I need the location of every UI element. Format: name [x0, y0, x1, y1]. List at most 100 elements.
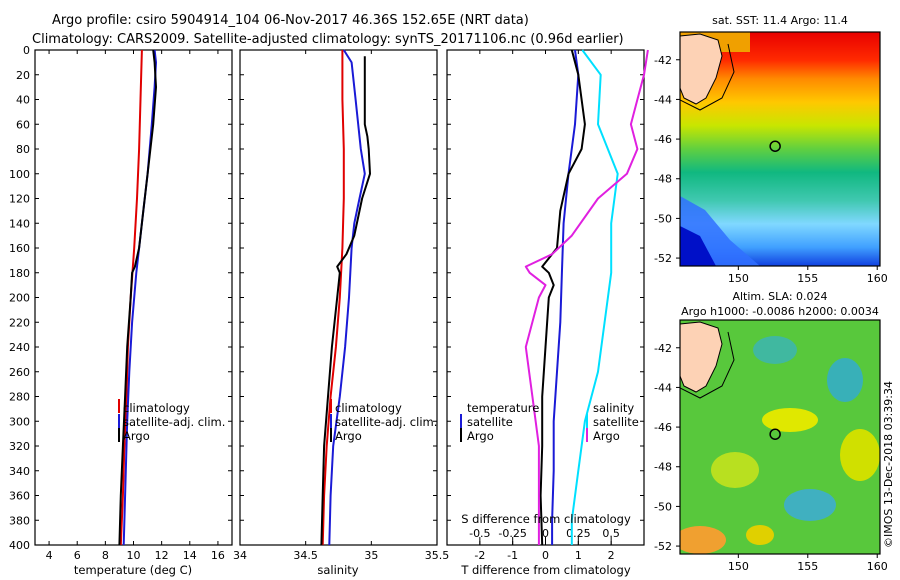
depth-tick-label: 340 — [9, 465, 30, 478]
series-line-s-argo — [524, 49, 649, 545]
legend-temperature-title: temperature — [467, 401, 539, 415]
figure-title-line1: Argo profile: csiro 5904914_104 06-Nov-2… — [52, 13, 529, 28]
depth-tick-label: 200 — [9, 292, 30, 305]
depth-tick-label: 220 — [9, 316, 30, 329]
x-tick-label: 6 — [74, 549, 81, 562]
sla-high-blob — [762, 408, 818, 432]
series-line-climatology — [321, 50, 345, 546]
x-tick-label: 4 — [46, 549, 53, 562]
legend-climatology-label: climatology — [335, 401, 402, 415]
lon-tick-label: 150 — [728, 272, 749, 285]
lon-tick-label: 155 — [797, 560, 818, 573]
sst-coldest-patch — [680, 226, 716, 266]
s-diff-tick-label: 0.25 — [566, 527, 591, 540]
x-tick-label: 1 — [575, 549, 582, 562]
sla-map-image — [680, 320, 880, 554]
x-tick-label: 35 — [364, 549, 378, 562]
lat-tick-label: -48 — [654, 461, 672, 474]
legend-s-argo-label: Argo — [593, 429, 620, 443]
sla-high-blob — [746, 525, 774, 545]
copyright-stamp: ©IMOS 13-Dec-2018 03:39:34 — [882, 381, 895, 548]
legend-t-argo-label: Argo — [467, 429, 494, 443]
s-diff-tick-label: -0.5 — [469, 527, 490, 540]
legend-s-satellite-label: satellite — [593, 415, 639, 429]
difference-panel: -2 -1 0 1 2 -0.5 -0.25 0 0.25 0.5 — [469, 49, 649, 562]
tasmania-landmass — [680, 33, 723, 105]
x-tick-label: 16 — [211, 549, 225, 562]
sla-low-blob — [753, 336, 797, 364]
lat-tick-label: -42 — [654, 54, 672, 67]
sst-depth-contour — [680, 43, 735, 111]
depth-tick-label: 0 — [23, 44, 30, 57]
difference-legend: temperature satellite Argo salinity sate… — [460, 401, 639, 443]
difference-xlabel: T difference from climatology — [460, 563, 631, 577]
depth-tick-label: 300 — [9, 415, 30, 428]
salinity-panel-frame — [239, 49, 438, 546]
legend-climatology-label: climatology — [123, 401, 190, 415]
depth-tick-label: 120 — [9, 193, 30, 206]
sla-map-title-line2: Argo h1000: -0.0086 h2000: 0.0034 — [681, 305, 879, 318]
sla-low-blob — [784, 489, 836, 521]
lon-tick-label: 155 — [797, 272, 818, 285]
series-line-s-satellite — [570, 49, 619, 545]
depth-tick-label: 240 — [9, 341, 30, 354]
depth-tick-label: 80 — [16, 143, 30, 156]
depth-tick-label: 160 — [9, 242, 30, 255]
depth-tick-label: 380 — [9, 514, 30, 527]
sst-map-frame — [679, 31, 881, 267]
lat-tick-label: -42 — [654, 342, 672, 355]
x-tick-label: 0 — [542, 549, 549, 562]
sla-map-axes: 150 155 160 -42 -44 -46 -48 -50 -52 — [654, 342, 888, 573]
series-line-argo — [118, 49, 157, 546]
x-tick-label: 8 — [102, 549, 109, 562]
depth-axis: 0 20 40 60 80 100 120 140 160 180 200 220 240 260 280 3… — [9, 44, 644, 552]
legend-salinity-title: salinity — [593, 401, 634, 415]
difference-top-xlabel: S difference from climatology — [461, 512, 631, 526]
legend-argo-label: Argo — [335, 429, 362, 443]
temperature-xlabel: temperature (deg C) — [74, 563, 192, 577]
sla-high-blob — [711, 452, 759, 488]
lat-tick-label: -46 — [654, 133, 672, 146]
sla-high-blob — [680, 526, 726, 554]
lat-tick-label: -44 — [654, 381, 672, 394]
depth-tick-label: 360 — [9, 490, 30, 503]
series-line-t-satellite — [551, 49, 580, 545]
tasmania-landmass — [680, 321, 723, 393]
sla-argo-position-marker — [769, 428, 781, 440]
depth-tick-label: 60 — [16, 118, 30, 131]
depth-tick-label: 100 — [9, 168, 30, 181]
depth-tick-label: 400 — [9, 539, 30, 552]
lat-tick-label: -46 — [654, 421, 672, 434]
series-line-t-argo — [539, 49, 586, 546]
sst-map-axes: 150 155 160 -42 -44 -46 -48 -50 -52 — [654, 54, 888, 285]
depth-tick-label: 180 — [9, 267, 30, 280]
depth-tick-label: 140 — [9, 217, 30, 230]
lat-tick-label: -50 — [654, 212, 672, 225]
legend-satadj-label: satellite-adj. clim. — [123, 415, 225, 429]
series-line-satellite-adj-clim- — [122, 49, 157, 546]
sst-argo-position-marker — [769, 140, 781, 152]
depth-tick-label: 260 — [9, 366, 30, 379]
sla-depth-contour — [680, 331, 735, 399]
legend-argo-label: Argo — [123, 429, 150, 443]
sla-low-blob — [827, 358, 863, 402]
lat-tick-label: -52 — [654, 252, 672, 265]
salinity-legend: climatology satellite-adj. clim. Argo — [330, 399, 437, 443]
x-tick-label: -2 — [474, 549, 485, 562]
lon-tick-label: 160 — [867, 272, 888, 285]
depth-tick-label: 20 — [16, 69, 30, 82]
sst-map-image — [680, 32, 880, 266]
x-tick-label: -1 — [507, 549, 518, 562]
depth-tick-label: 320 — [9, 440, 30, 453]
legend-satadj-label: satellite-adj. clim. — [335, 415, 437, 429]
legend-t-satellite-label: satellite — [467, 415, 513, 429]
sla-map-frame — [679, 319, 881, 555]
lon-tick-label: 160 — [867, 560, 888, 573]
x-tick-label: 10 — [127, 549, 141, 562]
x-tick-label: 2 — [608, 549, 615, 562]
depth-tick-label: 40 — [16, 94, 30, 107]
s-diff-tick-label: 0.5 — [602, 527, 620, 540]
x-tick-label: 14 — [183, 549, 197, 562]
s-diff-tick-label: -0.25 — [498, 527, 526, 540]
